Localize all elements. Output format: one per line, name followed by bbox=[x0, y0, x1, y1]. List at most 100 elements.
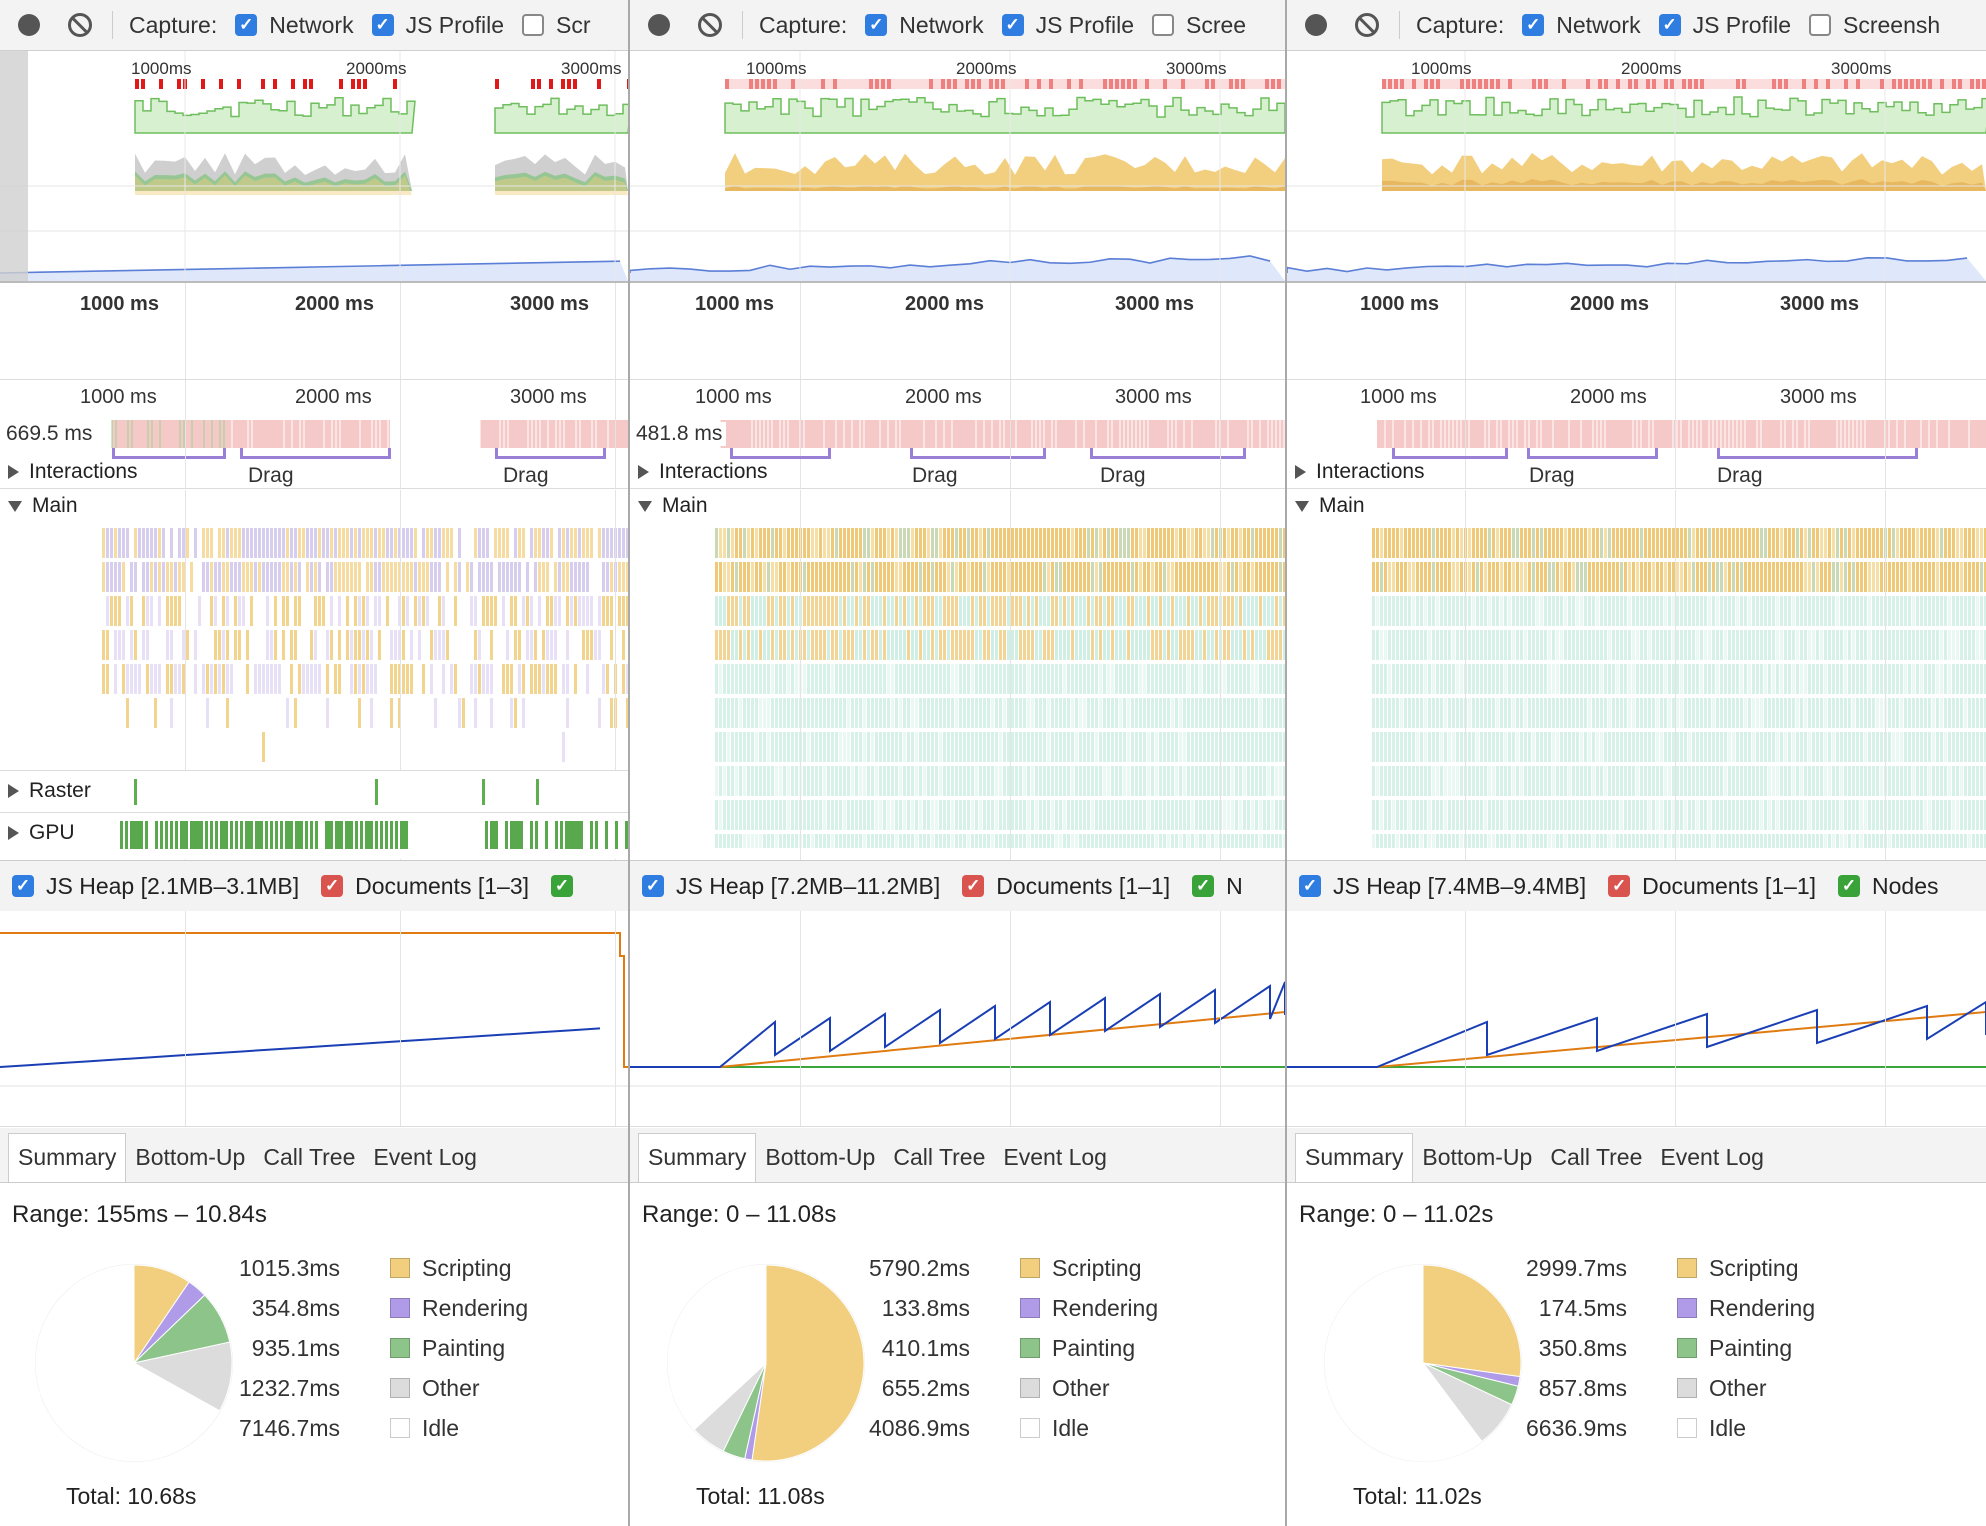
interactions-track[interactable]: 1000 ms 2000 ms 3000 ms Drag Drag Intera… bbox=[1287, 380, 1986, 489]
nodes-checkbox[interactable]: ✓ bbox=[1192, 875, 1215, 897]
drag-interaction-bracket[interactable] bbox=[1527, 448, 1658, 459]
main-toggle[interactable]: Main bbox=[1295, 494, 1365, 518]
js-heap-checkbox[interactable]: ✓ bbox=[1299, 875, 1321, 897]
main-toggle[interactable]: Main bbox=[8, 494, 78, 518]
flame-event bbox=[338, 562, 341, 592]
interaction-bracket[interactable] bbox=[730, 448, 831, 459]
main-thread-track[interactable]: Main bbox=[630, 490, 1285, 860]
nodes-checkbox[interactable]: ✓ bbox=[551, 875, 573, 897]
screenshots-checkbox[interactable] bbox=[1809, 14, 1832, 36]
raster-toggle[interactable]: Raster bbox=[8, 779, 91, 803]
drag-interaction-bracket[interactable] bbox=[1090, 448, 1246, 459]
documents-checkbox[interactable]: ✓ bbox=[321, 875, 344, 897]
network-checkbox[interactable]: ✓ bbox=[865, 14, 888, 36]
flame-event bbox=[226, 596, 229, 626]
main-toggle[interactable]: Main bbox=[638, 494, 708, 518]
gpu-track[interactable]: GPU bbox=[0, 812, 628, 859]
interactions-toggle[interactable]: Interactions bbox=[1295, 460, 1425, 484]
tab-call-tree[interactable]: Call Tree bbox=[263, 1144, 356, 1170]
js-profile-checkbox[interactable]: ✓ bbox=[1001, 14, 1024, 36]
tab-bottom-up[interactable]: Bottom-Up bbox=[765, 1144, 876, 1170]
main-thread-track[interactable]: Main bbox=[1287, 490, 1986, 860]
tab-event-log[interactable]: Event Log bbox=[1003, 1144, 1107, 1170]
flame-event bbox=[398, 596, 401, 626]
flame-event bbox=[314, 528, 317, 558]
memory-counters-graph[interactable] bbox=[1287, 911, 1986, 1127]
flame-event bbox=[1183, 800, 1186, 830]
network-checkbox[interactable]: ✓ bbox=[1522, 14, 1545, 36]
documents-checkbox[interactable]: ✓ bbox=[1608, 875, 1631, 897]
tab-event-log[interactable]: Event Log bbox=[373, 1144, 477, 1170]
tab-event-log[interactable]: Event Log bbox=[1660, 1144, 1764, 1170]
flame-event bbox=[823, 800, 826, 830]
js-heap-checkbox[interactable]: ✓ bbox=[642, 875, 664, 897]
drag-interaction-bracket[interactable] bbox=[112, 448, 226, 459]
flame-event bbox=[1952, 630, 1955, 660]
flame-event bbox=[1696, 834, 1699, 848]
tab-call-tree[interactable]: Call Tree bbox=[1550, 1144, 1643, 1170]
clear-icon[interactable] bbox=[68, 13, 92, 37]
documents-checkbox[interactable]: ✓ bbox=[962, 875, 985, 897]
flame-event bbox=[370, 630, 373, 660]
flame-chart[interactable] bbox=[715, 528, 1285, 848]
flame-event bbox=[803, 630, 806, 660]
tab-summary[interactable]: Summary bbox=[1295, 1133, 1414, 1182]
interactions-track[interactable]: 1000 ms 2000 ms 3000 ms 669.5 ms Drag Dr… bbox=[0, 380, 628, 489]
memory-counters-graph[interactable] bbox=[0, 911, 628, 1127]
record-icon[interactable] bbox=[18, 14, 40, 36]
flame-event bbox=[1864, 562, 1867, 592]
flame-event bbox=[1480, 528, 1483, 558]
drag-interaction-bracket[interactable] bbox=[910, 448, 1046, 459]
tab-call-tree[interactable]: Call Tree bbox=[893, 1144, 986, 1170]
nodes-checkbox[interactable]: ✓ bbox=[1838, 875, 1860, 897]
record-icon[interactable] bbox=[1305, 14, 1327, 36]
flame-event bbox=[1532, 562, 1535, 592]
network-checkbox[interactable]: ✓ bbox=[235, 14, 258, 36]
flame-event bbox=[1059, 630, 1062, 660]
clear-icon[interactable] bbox=[698, 13, 722, 37]
flame-event bbox=[1175, 800, 1178, 830]
timeline-overview[interactable]: 1000ms 2000ms 3000ms bbox=[0, 51, 628, 283]
flame-event bbox=[771, 596, 774, 626]
flame-event bbox=[222, 664, 225, 694]
interaction-bracket[interactable] bbox=[495, 448, 606, 459]
raster-track[interactable]: Raster bbox=[0, 770, 628, 813]
interactions-toggle[interactable]: Interactions bbox=[8, 460, 138, 484]
flame-event bbox=[1756, 528, 1759, 558]
clear-icon[interactable] bbox=[1355, 13, 1379, 37]
timeline-overview[interactable]: 1000ms 2000ms 3000ms bbox=[1287, 51, 1986, 283]
js-profile-checkbox[interactable]: ✓ bbox=[1658, 14, 1681, 36]
gpu-toggle[interactable]: GPU bbox=[8, 821, 75, 845]
flame-event bbox=[915, 834, 918, 848]
flame-chart[interactable] bbox=[102, 528, 628, 848]
flame-event bbox=[1516, 596, 1519, 626]
js-profile-checkbox[interactable]: ✓ bbox=[371, 14, 394, 36]
interaction-bracket[interactable] bbox=[1392, 448, 1508, 459]
flame-event bbox=[1924, 698, 1927, 728]
flame-event bbox=[1047, 732, 1050, 762]
flame-event bbox=[1840, 528, 1843, 558]
memory-counters-graph[interactable] bbox=[630, 911, 1285, 1127]
flame-event bbox=[715, 698, 718, 728]
js-heap-checkbox[interactable]: ✓ bbox=[12, 875, 34, 897]
interactions-track[interactable]: 1000 ms 2000 ms 3000 ms 481.8 ms Drag Dr… bbox=[630, 380, 1285, 489]
interactions-toggle[interactable]: Interactions bbox=[638, 460, 768, 484]
tab-bottom-up[interactable]: Bottom-Up bbox=[1422, 1144, 1533, 1170]
drag-interaction-bracket[interactable] bbox=[1717, 448, 1918, 459]
screenshots-checkbox[interactable] bbox=[1152, 14, 1175, 36]
record-icon[interactable] bbox=[648, 14, 670, 36]
flame-event bbox=[1780, 562, 1783, 592]
tab-summary[interactable]: Summary bbox=[638, 1133, 757, 1182]
flame-event bbox=[1107, 834, 1110, 848]
tab-summary[interactable]: Summary bbox=[8, 1133, 127, 1182]
flame-event bbox=[1448, 664, 1451, 694]
flame-event bbox=[895, 698, 898, 728]
other-time: 655.2ms bbox=[881, 1375, 970, 1401]
flame-event bbox=[1047, 664, 1050, 694]
screenshots-checkbox[interactable] bbox=[522, 14, 545, 36]
flame-event bbox=[1748, 562, 1751, 592]
timeline-overview[interactable]: 1000ms 2000ms 3000ms bbox=[630, 51, 1285, 283]
drag-interaction-bracket[interactable] bbox=[240, 448, 391, 459]
tab-bottom-up[interactable]: Bottom-Up bbox=[135, 1144, 246, 1170]
flame-event bbox=[1548, 766, 1551, 796]
